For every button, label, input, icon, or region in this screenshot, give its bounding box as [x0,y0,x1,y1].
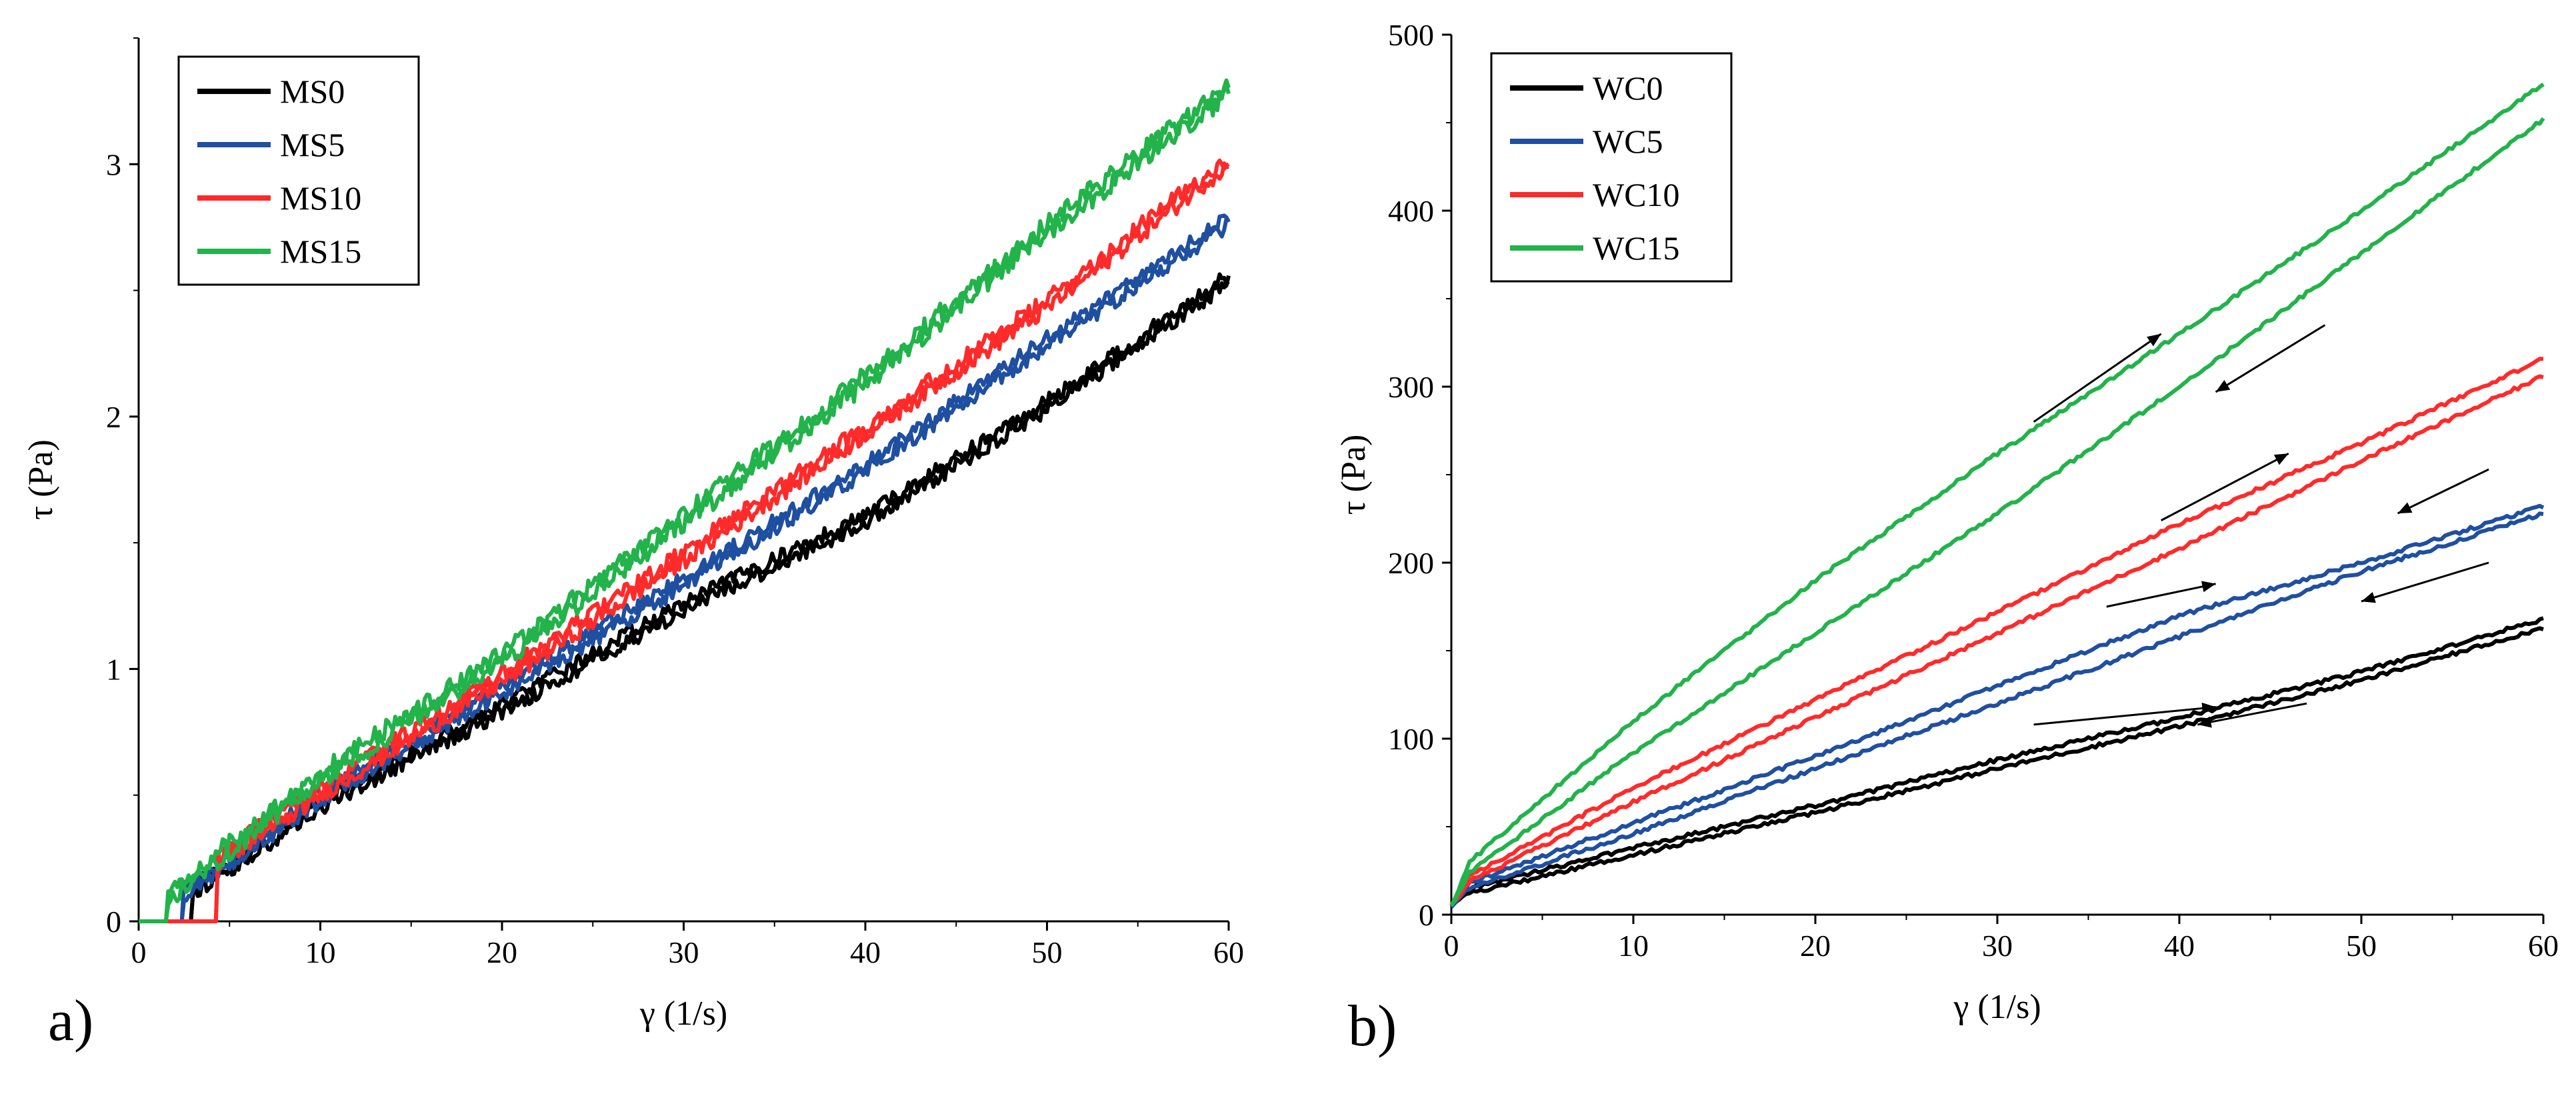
direction-arrowhead [2197,716,2212,728]
direction-arrowhead [2361,591,2376,603]
x-tick-label: 30 [1982,929,2013,963]
x-tick-label: 20 [1800,929,1831,963]
direction-arrow [2106,583,2216,608]
y-tick-label: 1 [106,652,121,686]
x-tick-label: 10 [305,935,336,969]
direction-arrowhead [2397,502,2413,514]
series-line-wc10-down [1449,374,2544,907]
series-line-ms0-down [139,275,1231,923]
series-line-wc0-up [1450,616,2544,906]
y-tick-label: 0 [106,905,121,939]
direction-arrow [2361,561,2489,603]
series-line-ms5-down [139,217,1230,923]
direction-arrow [2161,452,2289,521]
x-tick-label: 50 [2346,929,2377,963]
series-line-wc15-down [1449,117,2545,907]
x-tick-label: 50 [1032,935,1063,969]
y-axis-label: τ (Pa) [1335,435,1373,515]
chart-panel-b: 0 10 20 30 40 50 60 0 100 200 300 400 500 γ (1/s) τ (P… [1335,18,2559,1059]
x-tick-label: 60 [1213,935,1244,969]
legend-label: WC10 [1593,176,1680,213]
legend-label: MS0 [280,73,345,110]
legend-label: MS10 [280,179,361,217]
y-tick-label: 500 [1388,18,1434,52]
chart-panel-a: 0 10 20 30 40 50 60 0 1 2 3 γ (1/s) τ (Pa) a) MS0 MS5 MS… [22,37,1244,1053]
series-line-wc10-up [1449,357,2544,907]
direction-arrowhead [2273,453,2289,465]
direction-arrowhead [2201,581,2216,593]
panel-label: a) [48,989,93,1053]
direction-arrow [2033,705,2216,726]
x-tick-label: 60 [2528,929,2559,963]
direction-arrowhead [2147,333,2161,347]
y-tick-label: 100 [1388,722,1434,756]
legend-label: WC0 [1593,69,1663,107]
series-line-ms15-down [139,83,1231,923]
x-axis-label: γ (1/s) [639,995,727,1033]
series-line-ms10-down [139,161,1229,923]
x-tick-label: 40 [2164,929,2195,963]
x-tick-label: 0 [131,935,147,969]
panel-label: b) [1348,994,1397,1059]
direction-arrow [2197,702,2307,726]
y-tick-label: 300 [1388,370,1434,404]
legend-label: WC5 [1593,123,1663,160]
legend [1490,52,1733,283]
legend-label: MS5 [280,126,345,163]
series-line-wc0-down [1450,626,2544,908]
x-tick-label: 0 [1444,929,1459,963]
legend [177,55,420,286]
x-tick-label: 40 [850,935,881,969]
y-axis-label: τ (Pa) [22,439,60,520]
x-tick-label: 20 [487,935,517,969]
y-tick-label: 2 [106,400,121,434]
direction-arrow [2215,324,2326,393]
y-tick-label: 200 [1388,546,1434,580]
y-tick-label: 400 [1388,194,1434,228]
direction-arrowhead [2201,702,2216,714]
direction-arrow [2033,333,2162,423]
y-tick-label: 0 [1419,898,1434,932]
direction-arrow [2397,468,2489,515]
series-line-wc5-down [1449,511,2544,909]
y-tick-label: 3 [106,147,121,181]
direction-arrowhead [2215,380,2231,392]
x-axis-label: γ (1/s) [1953,988,2041,1026]
legend-label: WC15 [1593,229,1680,267]
series-line-wc5-up [1450,503,2545,907]
legend-label: MS15 [280,233,361,270]
x-tick-label: 30 [669,935,699,969]
x-tick-label: 10 [1618,929,1649,963]
series-line-wc15-up [1449,82,2545,907]
